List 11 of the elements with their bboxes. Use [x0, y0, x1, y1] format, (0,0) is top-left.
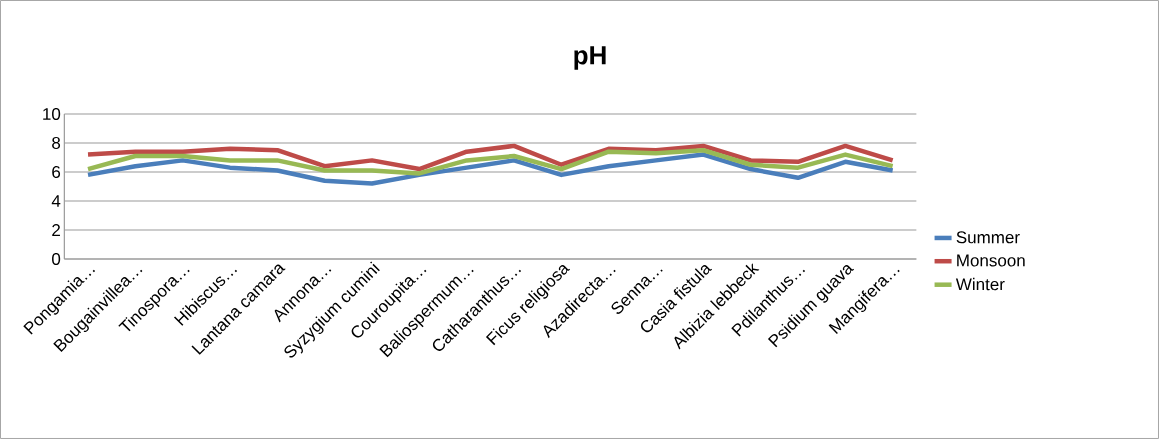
chart-title: pH: [574, 46, 606, 70]
legend-label: Summer: [956, 231, 1020, 244]
legend-label: Monsoon: [957, 254, 1025, 267]
y-tick-label: 10: [43, 107, 61, 121]
y-tick-label: 2: [52, 224, 60, 236]
y-tick-label: 6: [52, 165, 61, 179]
y-tick-label: 8: [52, 136, 61, 150]
y-tick-label: 4: [51, 195, 61, 207]
line-series: [85, 152, 895, 186]
y-tick-label: 0: [52, 252, 61, 266]
legend-label: Winter: [955, 277, 1005, 291]
